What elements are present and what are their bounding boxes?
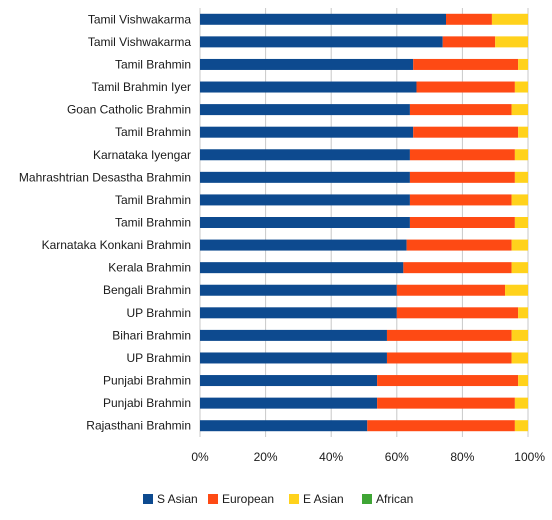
legend-swatch bbox=[143, 494, 153, 504]
x-tick-label: 0% bbox=[191, 450, 209, 464]
bar-segment-s-asian bbox=[200, 126, 414, 138]
bar-segment-s-asian bbox=[200, 81, 417, 93]
legend-label: European bbox=[222, 492, 274, 506]
bar-segment-european bbox=[386, 329, 512, 341]
bar-segment-e-asian bbox=[491, 13, 528, 25]
bar-segment-e-asian bbox=[511, 329, 528, 341]
bar-segment-european bbox=[409, 171, 515, 183]
x-tick-label: 80% bbox=[450, 450, 474, 464]
category-label: Tamil Brahmin bbox=[115, 57, 191, 71]
bar-segment-european bbox=[413, 58, 519, 70]
bar-segment-e-asian bbox=[511, 194, 528, 206]
bar-segment-s-asian bbox=[200, 262, 404, 274]
bar-segment-s-asian bbox=[200, 329, 387, 341]
x-tick-label: 20% bbox=[254, 450, 278, 464]
bar-segment-european bbox=[409, 217, 515, 228]
category-label: Bengali Brahmin bbox=[103, 283, 191, 297]
legend-label: S Asian bbox=[157, 492, 198, 506]
category-label: Tamil Brahmin bbox=[115, 125, 191, 139]
category-label: UP Brahmin bbox=[127, 351, 191, 365]
bar-segment-s-asian bbox=[200, 284, 397, 296]
category-label: Tamil Brahmin Iyer bbox=[92, 80, 191, 94]
bar-segment-s-asian bbox=[200, 194, 410, 206]
bar-segment-e-asian bbox=[514, 149, 528, 161]
x-axis-ticks: 0% 20% 40% 60% 80% 100% bbox=[191, 450, 545, 464]
category-label: Rajasthani Brahmin bbox=[86, 419, 191, 433]
category-label: Tamil Vishwakarma bbox=[88, 35, 191, 49]
bar-segment-european bbox=[446, 13, 492, 25]
bar-segment-s-asian bbox=[200, 13, 446, 25]
x-tick-label: 60% bbox=[385, 450, 409, 464]
category-label: Karnataka Iyengar bbox=[93, 148, 191, 162]
category-labels: Tamil Vishwakarma Tamil Vishwakarma Tamil … bbox=[19, 12, 191, 432]
category-label: Tamil Brahmin bbox=[115, 193, 191, 207]
bar-segment-e-asian bbox=[505, 284, 528, 296]
bar-segment-european bbox=[406, 239, 512, 251]
bar-segment-e-asian bbox=[518, 375, 528, 387]
bar-segment-s-asian bbox=[200, 104, 410, 116]
category-label: Karnataka Konkani Brahmin bbox=[42, 238, 191, 252]
bar-segment-european bbox=[403, 262, 512, 274]
bar-segment-s-asian bbox=[200, 375, 378, 387]
bar-segment-european bbox=[367, 420, 515, 432]
bar-segment-s-asian bbox=[200, 58, 414, 70]
bar-segment-s-asian bbox=[200, 420, 368, 432]
bar-segment-european bbox=[409, 149, 515, 161]
bar-segment-s-asian bbox=[200, 352, 387, 364]
legend-swatch bbox=[289, 494, 299, 504]
legend-swatch bbox=[208, 494, 218, 504]
category-label: UP Brahmin bbox=[127, 306, 191, 320]
bar-segment-e-asian bbox=[514, 217, 528, 228]
bar-segment-e-asian bbox=[511, 104, 528, 116]
category-label: Goan Catholic Brahmin bbox=[67, 103, 191, 117]
bars bbox=[200, 13, 528, 432]
bar-segment-s-asian bbox=[200, 149, 410, 161]
legend-label: African bbox=[376, 492, 413, 506]
bar-segment-e-asian bbox=[518, 126, 528, 138]
bar-segment-s-asian bbox=[200, 36, 443, 48]
bar-segment-european bbox=[396, 307, 519, 319]
legend-swatch bbox=[362, 494, 372, 504]
bar-segment-european bbox=[377, 397, 515, 409]
category-label: Tamil Brahmin bbox=[115, 216, 191, 230]
bar-segment-european bbox=[377, 375, 519, 387]
category-label: Bihari Brahmin bbox=[112, 328, 191, 342]
x-tick-label: 100% bbox=[514, 450, 545, 464]
category-label: Kerala Brahmin bbox=[108, 261, 191, 275]
bar-segment-e-asian bbox=[514, 420, 528, 432]
bar-segment-s-asian bbox=[200, 239, 407, 251]
legend-label: E Asian bbox=[303, 492, 344, 506]
bar-segment-european bbox=[409, 104, 512, 116]
category-label: Punjabi Brahmin bbox=[103, 396, 191, 410]
category-label: Tamil Vishwakarma bbox=[88, 12, 191, 26]
bar-segment-s-asian bbox=[200, 307, 397, 319]
bar-segment-e-asian bbox=[518, 307, 528, 319]
bar-segment-e-asian bbox=[495, 36, 528, 48]
bar-segment-e-asian bbox=[514, 81, 528, 93]
bar-segment-e-asian bbox=[514, 171, 528, 183]
bar-segment-e-asian bbox=[511, 352, 528, 364]
bar-segment-e-asian bbox=[511, 262, 528, 274]
bar-segment-european bbox=[416, 81, 515, 93]
bar-segment-european bbox=[396, 284, 506, 296]
legend: S Asian European E Asian African bbox=[143, 492, 413, 506]
x-tick-label: 40% bbox=[319, 450, 343, 464]
bar-segment-e-asian bbox=[518, 58, 528, 70]
bar-segment-european bbox=[413, 126, 519, 138]
bar-segment-s-asian bbox=[200, 171, 410, 183]
bar-segment-european bbox=[386, 352, 512, 364]
bar-segment-e-asian bbox=[514, 397, 528, 409]
bar-segment-s-asian bbox=[200, 217, 410, 228]
bar-segment-european bbox=[409, 194, 512, 206]
category-label: Mahrashtrian Desastha Brahmin bbox=[19, 170, 191, 184]
category-label: Punjabi Brahmin bbox=[103, 374, 191, 388]
bar-segment-european bbox=[442, 36, 496, 48]
bar-segment-s-asian bbox=[200, 397, 378, 409]
bar-segment-e-asian bbox=[511, 239, 528, 251]
